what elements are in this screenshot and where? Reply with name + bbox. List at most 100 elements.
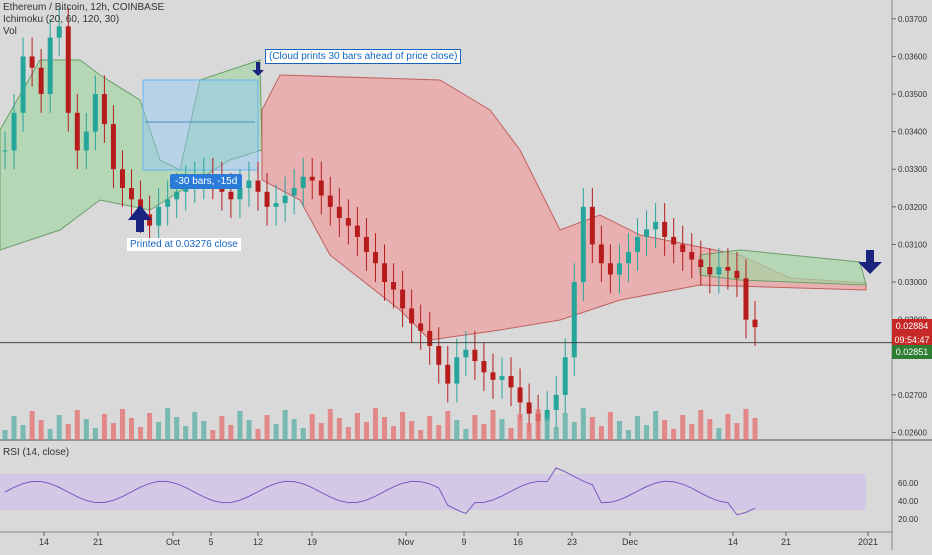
volume-bar: [363, 422, 369, 440]
volume-bar: [490, 410, 496, 440]
volume-bar: [74, 410, 80, 440]
volume-bar: [264, 415, 270, 440]
price-tick-label: 0.02700: [898, 391, 927, 400]
candle-body: [400, 289, 406, 309]
volume-bar: [743, 409, 749, 440]
price-tick-label: 0.03200: [898, 203, 927, 212]
cloud-price-tag: 0.02851: [892, 345, 932, 359]
symbol-title[interactable]: Ethereum / Bitcoin, 12h, COINBASE: [3, 2, 165, 13]
time-tick-label: 23: [567, 537, 577, 547]
candle-body: [38, 67, 44, 95]
volume-bar: [454, 420, 460, 440]
price-tick-label: 0.03600: [898, 52, 927, 61]
time-tick-label: 2021: [858, 537, 878, 547]
volume-bar: [372, 408, 378, 440]
volume-bar: [219, 416, 225, 440]
time-tick-label: 14: [728, 537, 738, 547]
volume-bar: [101, 414, 107, 440]
time-tick-label: 9: [461, 537, 466, 547]
candle-body: [309, 176, 315, 181]
volume-bar: [616, 421, 622, 440]
volume-bar: [409, 421, 415, 440]
volume-bar: [29, 411, 35, 440]
printed-note[interactable]: Printed at 0.03276 close: [127, 238, 241, 251]
volume-bar: [56, 415, 62, 440]
volume-bar: [354, 413, 360, 440]
volume-bar: [138, 427, 144, 440]
price-tick-label: 0.03400: [898, 128, 927, 137]
candle-body: [689, 251, 695, 260]
volume-bar: [463, 429, 469, 440]
volume-bar: [418, 430, 424, 440]
candle-body: [671, 236, 677, 245]
volume-bar: [625, 430, 631, 440]
volume-bar: [119, 409, 125, 440]
candle-body: [129, 188, 135, 200]
price-tick-label: 0.03700: [898, 15, 927, 24]
candle-body: [553, 394, 559, 410]
volume-bar: [92, 428, 98, 440]
candle-body: [607, 263, 613, 275]
volume-bar: [318, 423, 324, 440]
candle-body: [165, 199, 171, 207]
time-tick-label: 12: [253, 537, 263, 547]
countdown-tag: 09:54:47: [892, 333, 932, 347]
candle-body: [264, 191, 270, 207]
volume-bar: [580, 408, 586, 440]
time-tick-label: Dec: [622, 537, 639, 547]
measure-label[interactable]: -30 bars, -15d: [170, 174, 243, 189]
volume-bar: [598, 426, 604, 440]
candle-body: [752, 319, 758, 328]
price-tick-label: 0.02600: [898, 428, 927, 437]
volume-bar: [517, 414, 523, 440]
candle-body: [598, 244, 604, 264]
candle-body: [499, 376, 505, 380]
candle-body: [391, 282, 397, 290]
volume-bar: [734, 423, 740, 440]
candle-body: [580, 206, 586, 283]
candle-body: [20, 56, 26, 113]
volume-bar: [174, 417, 180, 440]
candle-body: [110, 124, 116, 170]
candle-body: [336, 206, 342, 219]
rsi-line: [4, 467, 756, 516]
candle-body: [354, 225, 360, 237]
volume-bar: [589, 417, 595, 440]
time-tick-label: 5: [208, 537, 213, 547]
time-tick-label: 21: [93, 537, 103, 547]
cloud-note[interactable]: (Cloud prints 30 bars ahead of price clo…: [265, 49, 462, 64]
candle-body: [436, 345, 442, 365]
ichimoku-legend[interactable]: Ichimoku (20, 60, 120, 30): [3, 14, 120, 25]
candle-body: [644, 229, 650, 237]
candle-body: [616, 263, 622, 275]
chart-legend: Ethereum / Bitcoin, 12h, COINBASE Ichimo…: [3, 2, 164, 38]
candle-body: [382, 263, 388, 283]
volume-bar: [535, 409, 541, 440]
volume-bar: [644, 425, 650, 440]
volume-bar: [210, 430, 216, 440]
small-down-arrow-icon: [252, 62, 264, 76]
volume-bar: [20, 425, 26, 440]
candle-body: [698, 259, 704, 268]
candle-body: [635, 236, 641, 252]
candle-body: [562, 357, 568, 395]
price-tick-label: 0.03000: [898, 278, 927, 287]
volume-bar: [147, 413, 153, 440]
volume-bar: [110, 423, 116, 440]
volume-bar: [11, 416, 17, 440]
price-axis-bg: [892, 0, 932, 550]
volume-legend[interactable]: Vol: [3, 26, 17, 37]
last-price-tag: 0.02884: [892, 319, 932, 333]
volume-bar: [192, 412, 198, 440]
volume-bar: [526, 423, 532, 440]
candle-body: [589, 206, 595, 245]
volume-bar: [499, 419, 505, 440]
volume-bar: [228, 425, 234, 440]
volume-bar: [246, 420, 252, 440]
volume-bar: [752, 418, 758, 440]
candle-body: [237, 188, 243, 200]
rsi-legend[interactable]: RSI (14, close): [3, 447, 70, 458]
price-tick-label: 0.03500: [898, 90, 927, 99]
